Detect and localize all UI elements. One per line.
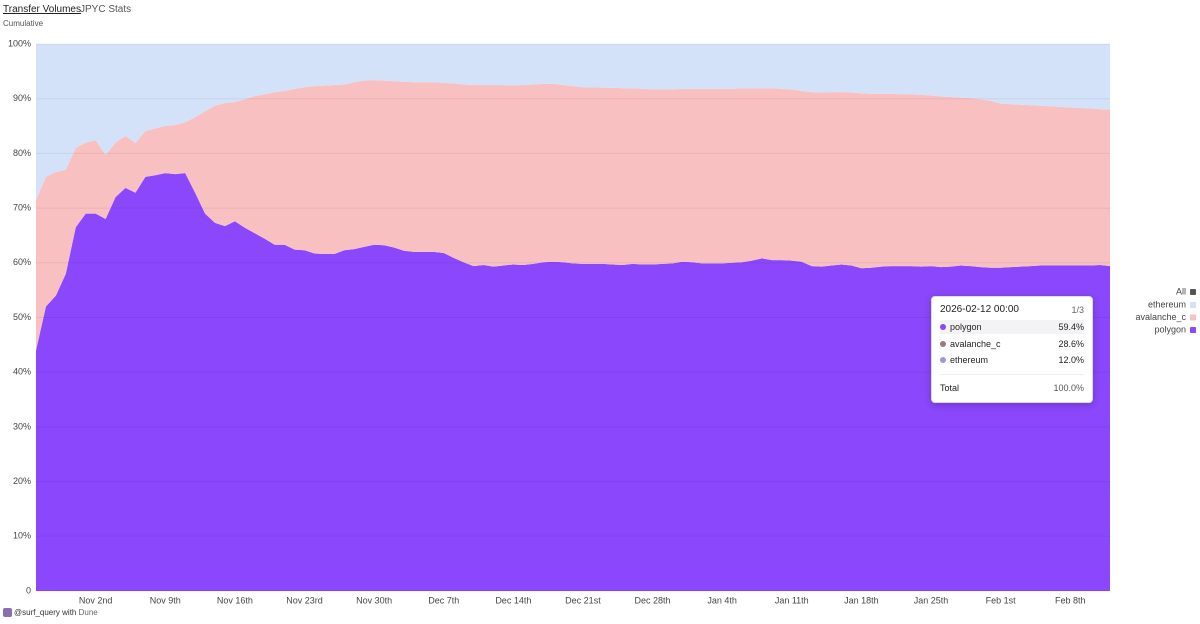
area [36,80,1110,351]
legend-swatch [1190,302,1196,308]
x-tick-label: Nov 23rd [286,595,323,605]
y-tick-label: 10% [13,531,31,541]
x-tick-label: Nov 9th [150,595,181,605]
x-tick-label: Feb 1st [986,595,1017,605]
y-tick-label: 100% [8,38,31,48]
tooltip-value: 59.4% [1058,322,1084,332]
area [36,44,1110,200]
tab[interactable]: JPYC Stats [80,4,132,15]
legend-label: polygon [1154,324,1186,334]
x-tick-label: Jan 18th [844,595,879,605]
y-tick-label: 70% [13,202,31,212]
tooltip-dot [940,357,946,363]
tooltip: 2026-02-12 00:00 1/3 polygon 59.4% avalanc… [931,296,1093,403]
tab[interactable]: Transfer Volumes [3,4,81,15]
legend-swatch [1190,314,1196,321]
tooltip-row: polygon 59.4% [940,320,1084,334]
y-tick-label: 0 [26,585,31,595]
y-tick-label: 40% [13,367,31,377]
tooltip-total: Total 100.0% [940,381,1084,395]
tooltip-name: avalanche_c [950,338,1001,349]
tooltip-name: polygon [950,322,982,332]
x-tick-label: Jan 4th [707,595,737,605]
legend-swatch [1190,289,1196,295]
x-tick-label: Nov 16th [217,595,253,605]
legend-label: All [1176,286,1186,296]
footer-user: @surf_query with [14,608,77,617]
legend-label: avalanche_c [1135,312,1186,322]
tooltip-row: ethereum 12.0% [940,353,1084,367]
x-tick-label: Dec 21st [565,595,601,605]
y-tick-label: 30% [13,421,31,431]
divider [940,374,1084,375]
footer: @surf_query with Dune [3,608,98,618]
total-value: 100.0% [1053,383,1084,393]
tooltip-value: 12.0% [1058,355,1084,365]
tooltip-row: avalanche_c 28.6% [940,337,1084,351]
area [36,173,1110,592]
y-tick-label: 80% [13,148,31,158]
x-tick-label: Dec 7th [428,595,459,605]
tooltip-dot [940,324,946,330]
x-tick-label: Nov 30th [356,595,392,605]
legend-label: ethereum [1148,299,1186,309]
y-tick-label: 20% [13,476,31,486]
tooltip-value: 28.6% [1058,338,1084,349]
tooltip-name: ethereum [950,355,989,365]
tooltip-page: 1/3 [1071,305,1084,315]
footer-brand: Dune [78,608,98,617]
avatar [3,608,12,618]
tooltip-title: 2026-02-12 00:00 [940,304,1019,315]
x-tick-label: Jan 11th [775,595,809,605]
total-label: Total [940,383,960,393]
x-tick-label: Dec 14th [495,595,531,605]
tooltip-dot [940,340,946,347]
x-tick-label: Nov 2nd [79,595,113,605]
legend-swatch [1190,327,1196,333]
x-tick-label: Jan 25th [914,595,949,605]
x-tick-label: Feb 8th [1055,595,1086,605]
subtitle: Cumulative [3,19,44,28]
y-tick-label: 50% [13,312,31,322]
y-tick-label: 60% [13,257,31,267]
x-tick-label: Dec 28th [635,595,671,605]
y-tick-label: 90% [13,93,31,103]
